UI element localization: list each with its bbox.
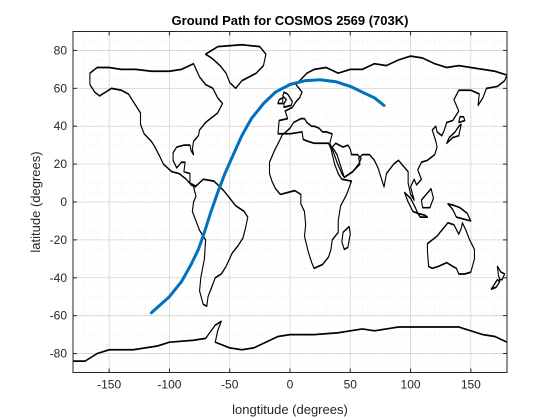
y-axis-label: latitude (degrees) — [28, 151, 43, 252]
x-tick-label: 50 — [344, 378, 358, 392]
y-tick-label: 60 — [54, 81, 68, 95]
coastline-japan — [446, 115, 466, 145]
grid — [73, 31, 507, 373]
axis-ticks: -150 -100 -50 0 50 100 150 -80 -60 -40 -20 0 20 40 60 8… — [50, 31, 507, 392]
coastline-africa — [268, 131, 353, 270]
coastline-antarctica — [72, 320, 508, 362]
x-tick-label: -50 — [221, 378, 239, 392]
coastline-new-zealand — [490, 265, 506, 291]
coastline-south-america — [191, 178, 249, 308]
coastline-greenland — [205, 43, 267, 90]
y-tick-label: 40 — [54, 119, 68, 133]
ground-path-line — [149, 78, 386, 315]
x-tick-label: -100 — [157, 378, 181, 392]
y-tick-label: 0 — [60, 195, 67, 209]
coastline-arabia — [331, 142, 362, 179]
coastline-australia — [426, 221, 475, 275]
y-tick-label: -60 — [50, 309, 68, 323]
y-tick-label: 80 — [54, 43, 68, 57]
coastlines — [72, 43, 508, 362]
chart-title: Ground Path for COSMOS 2569 (703K) — [172, 13, 409, 28]
x-tick-label: -150 — [97, 378, 121, 392]
x-tick-label: 150 — [461, 378, 481, 392]
coastline-madagascar — [341, 225, 351, 251]
y-tick-label: -40 — [50, 271, 68, 285]
y-tick-label: 20 — [54, 157, 68, 171]
coastline-eurasia — [277, 55, 508, 201]
y-tick-label: -20 — [50, 233, 68, 247]
coastline-indonesia — [403, 187, 472, 222]
y-tick-label: -80 — [50, 347, 68, 361]
x-tick-label: 0 — [287, 378, 294, 392]
ground-path-series — [149, 78, 386, 315]
x-axis-label: longtitude (degrees) — [232, 402, 348, 417]
x-tick-label: 100 — [401, 378, 421, 392]
coastline-north-america — [89, 62, 224, 188]
coastline-uk — [277, 91, 293, 109]
